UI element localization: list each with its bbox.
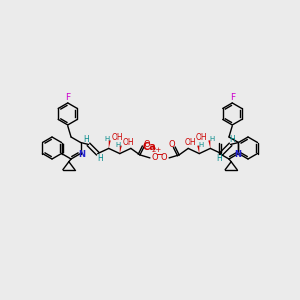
Text: O: O (169, 140, 175, 149)
Text: 2+: 2+ (152, 147, 162, 153)
Text: H: H (198, 142, 203, 148)
Text: Ca: Ca (142, 142, 156, 152)
Text: F: F (65, 93, 70, 102)
Polygon shape (197, 146, 199, 154)
Polygon shape (109, 140, 111, 148)
Polygon shape (120, 146, 122, 154)
Text: N: N (78, 150, 85, 159)
Text: H: H (105, 136, 110, 142)
Text: H: H (217, 154, 222, 163)
Text: N: N (234, 150, 241, 159)
Text: H: H (84, 135, 89, 144)
Text: F: F (230, 93, 235, 102)
Polygon shape (208, 140, 210, 148)
Text: H: H (97, 154, 103, 163)
Text: O: O (161, 153, 167, 162)
Text: H: H (209, 136, 214, 142)
Text: H: H (116, 142, 121, 148)
Text: O: O (144, 140, 150, 149)
Text: OH: OH (184, 138, 196, 147)
Text: −: − (156, 150, 164, 159)
Text: OH: OH (196, 133, 207, 142)
Text: H: H (230, 135, 235, 144)
Text: OH: OH (112, 133, 123, 142)
Text: O: O (152, 153, 158, 162)
Text: OH: OH (123, 138, 134, 147)
Text: −: − (156, 150, 163, 159)
